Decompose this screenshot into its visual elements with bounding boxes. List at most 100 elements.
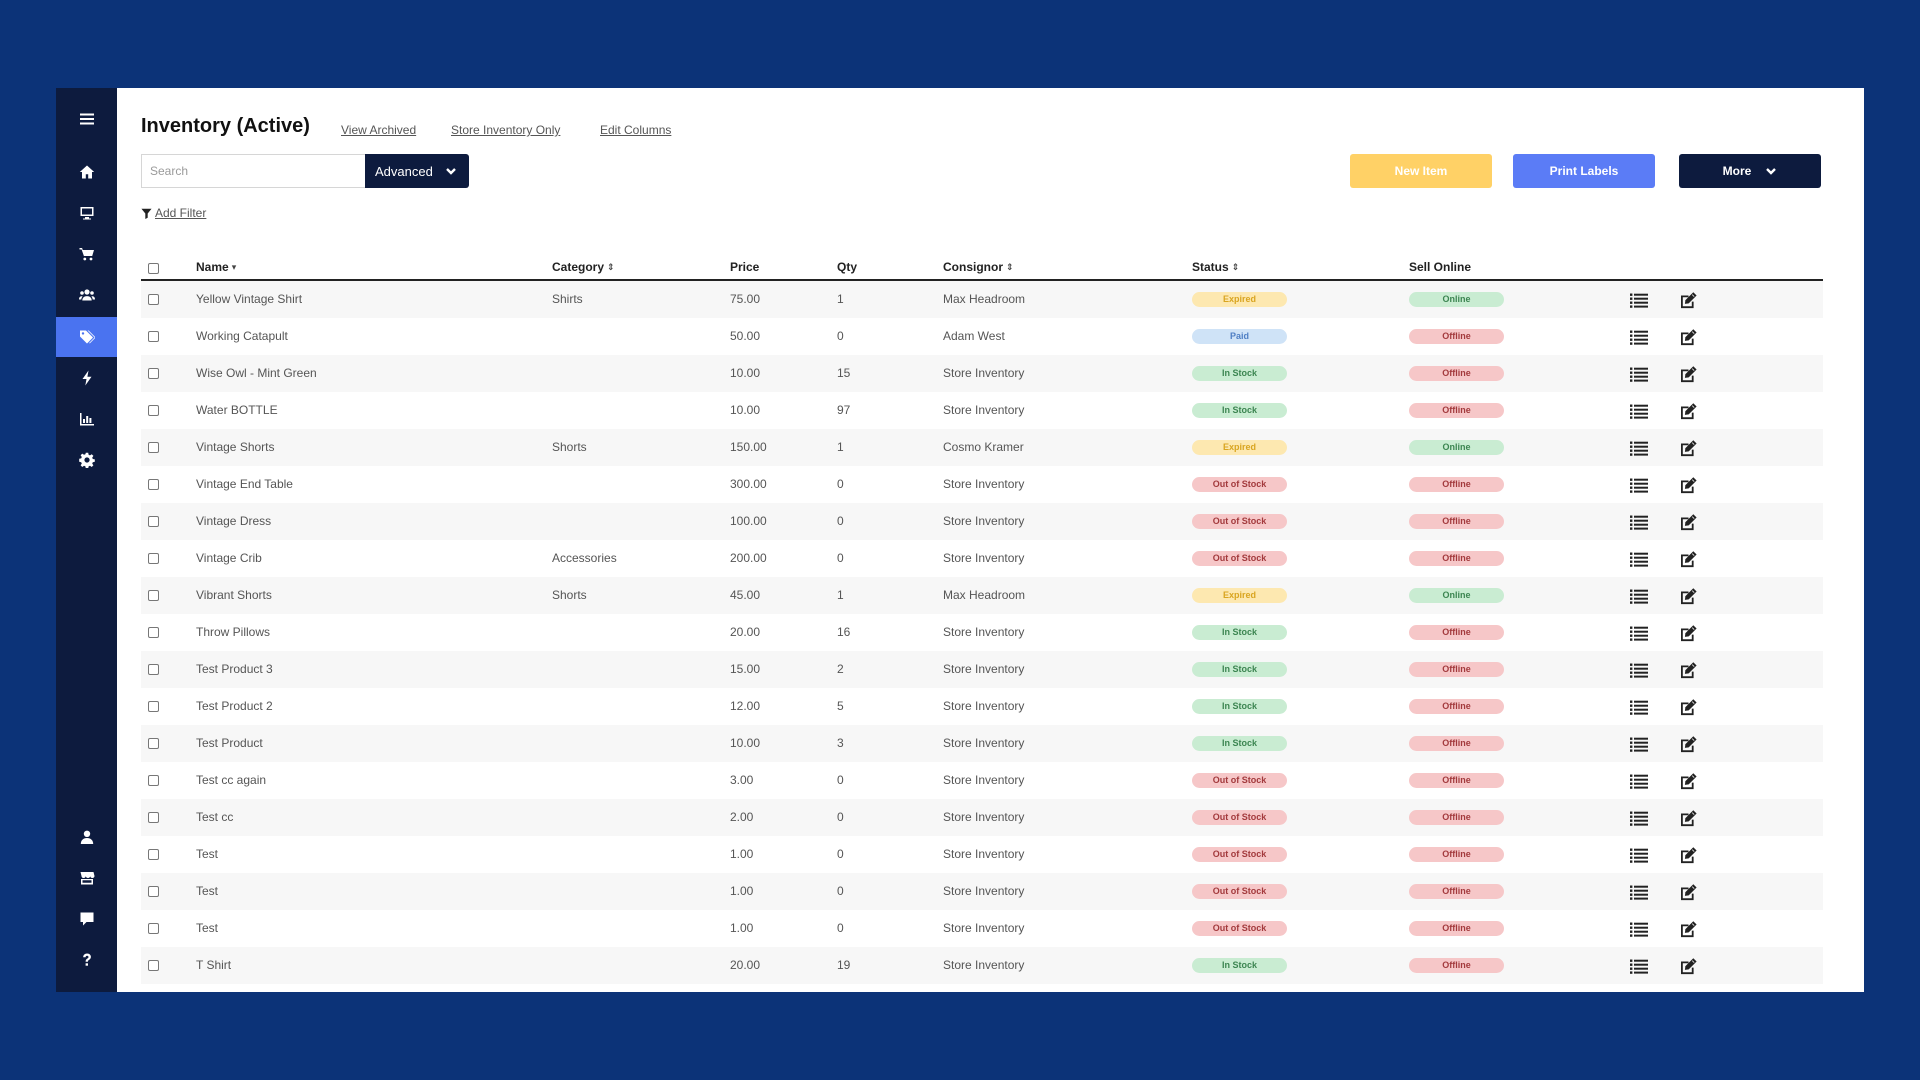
view-archived-link[interactable]: View Archived: [341, 123, 417, 137]
sidebar-item-messages[interactable]: [56, 899, 117, 939]
edit-icon[interactable]: [1678, 919, 1698, 939]
sell-online-badge[interactable]: Offline: [1409, 958, 1504, 973]
row-checkbox[interactable]: [148, 590, 159, 601]
sell-online-badge[interactable]: Offline: [1409, 921, 1504, 936]
sell-online-badge[interactable]: Online: [1409, 440, 1504, 455]
sell-online-badge[interactable]: Offline: [1409, 514, 1504, 529]
edit-icon[interactable]: [1678, 327, 1698, 347]
details-list-icon[interactable]: [1629, 697, 1649, 717]
details-list-icon[interactable]: [1629, 882, 1649, 902]
sell-online-badge[interactable]: Offline: [1409, 366, 1504, 381]
row-checkbox[interactable]: [148, 923, 159, 934]
sell-online-badge[interactable]: Offline: [1409, 736, 1504, 751]
sidebar-item-consignors[interactable]: [56, 275, 117, 315]
row-checkbox[interactable]: [148, 294, 159, 305]
row-checkbox[interactable]: [148, 479, 159, 490]
row-checkbox[interactable]: [148, 368, 159, 379]
details-list-icon[interactable]: [1629, 956, 1649, 976]
edit-columns-link[interactable]: Edit Columns: [600, 123, 672, 137]
sell-online-badge[interactable]: Offline: [1409, 403, 1504, 418]
details-list-icon[interactable]: [1629, 549, 1649, 569]
sell-online-badge[interactable]: Online: [1409, 588, 1504, 603]
row-checkbox[interactable]: [148, 701, 159, 712]
column-header-status[interactable]: Status ⇕: [1192, 260, 1239, 274]
sell-online-badge[interactable]: Offline: [1409, 810, 1504, 825]
store-inventory-only-link[interactable]: Store Inventory Only: [451, 123, 561, 137]
sell-online-badge[interactable]: Offline: [1409, 662, 1504, 677]
details-list-icon[interactable]: [1629, 660, 1649, 680]
row-checkbox[interactable]: [148, 849, 159, 860]
row-checkbox[interactable]: [148, 405, 159, 416]
edit-icon[interactable]: [1678, 882, 1698, 902]
sidebar-item-store[interactable]: [56, 858, 117, 898]
sell-online-badge[interactable]: Offline: [1409, 884, 1504, 899]
sell-online-badge[interactable]: Offline: [1409, 625, 1504, 640]
more-button[interactable]: More: [1679, 154, 1821, 188]
sidebar-item-settings[interactable]: [56, 440, 117, 480]
row-checkbox[interactable]: [148, 553, 159, 564]
sidebar-item-help[interactable]: [56, 940, 117, 980]
edit-icon[interactable]: [1678, 549, 1698, 569]
edit-icon[interactable]: [1678, 660, 1698, 680]
row-checkbox[interactable]: [148, 775, 159, 786]
row-checkbox[interactable]: [148, 442, 159, 453]
edit-icon[interactable]: [1678, 364, 1698, 384]
details-list-icon[interactable]: [1629, 586, 1649, 606]
column-header-consignor[interactable]: Consignor ⇕: [943, 260, 1014, 274]
sidebar-item-home[interactable]: [56, 152, 117, 192]
edit-icon[interactable]: [1678, 290, 1698, 310]
print-labels-button[interactable]: Print Labels: [1513, 154, 1655, 188]
sidebar-menu-toggle[interactable]: [56, 99, 117, 139]
column-header-category[interactable]: Category ⇕: [552, 260, 615, 274]
edit-icon[interactable]: [1678, 623, 1698, 643]
edit-icon[interactable]: [1678, 734, 1698, 754]
edit-icon[interactable]: [1678, 475, 1698, 495]
row-checkbox[interactable]: [148, 331, 159, 342]
sell-online-badge[interactable]: Offline: [1409, 699, 1504, 714]
row-checkbox[interactable]: [148, 627, 159, 638]
row-checkbox[interactable]: [148, 960, 159, 971]
row-checkbox[interactable]: [148, 664, 159, 675]
sell-online-badge[interactable]: Offline: [1409, 847, 1504, 862]
details-list-icon[interactable]: [1629, 623, 1649, 643]
sidebar-item-pos[interactable]: [56, 193, 117, 233]
sell-online-badge[interactable]: Offline: [1409, 551, 1504, 566]
sidebar-item-reports[interactable]: [56, 399, 117, 439]
details-list-icon[interactable]: [1629, 401, 1649, 421]
details-list-icon[interactable]: [1629, 475, 1649, 495]
row-checkbox[interactable]: [148, 886, 159, 897]
details-list-icon[interactable]: [1629, 327, 1649, 347]
new-item-button[interactable]: New Item: [1350, 154, 1492, 188]
details-list-icon[interactable]: [1629, 512, 1649, 532]
edit-icon[interactable]: [1678, 845, 1698, 865]
details-list-icon[interactable]: [1629, 771, 1649, 791]
details-list-icon[interactable]: [1629, 438, 1649, 458]
row-checkbox[interactable]: [148, 516, 159, 527]
edit-icon[interactable]: [1678, 586, 1698, 606]
row-checkbox[interactable]: [148, 738, 159, 749]
details-list-icon[interactable]: [1629, 734, 1649, 754]
sell-online-badge[interactable]: Offline: [1409, 773, 1504, 788]
details-list-icon[interactable]: [1629, 364, 1649, 384]
details-list-icon[interactable]: [1629, 290, 1649, 310]
edit-icon[interactable]: [1678, 401, 1698, 421]
edit-icon[interactable]: [1678, 512, 1698, 532]
details-list-icon[interactable]: [1629, 808, 1649, 828]
sidebar-item-sales[interactable]: [56, 234, 117, 274]
edit-icon[interactable]: [1678, 438, 1698, 458]
column-header-name[interactable]: Name ▾: [196, 260, 236, 274]
edit-icon[interactable]: [1678, 697, 1698, 717]
sidebar-item-inventory[interactable]: [56, 317, 117, 357]
search-input[interactable]: [141, 154, 365, 188]
sidebar-item-automations[interactable]: [56, 358, 117, 398]
sell-online-badge[interactable]: Offline: [1409, 329, 1504, 344]
edit-icon[interactable]: [1678, 771, 1698, 791]
edit-icon[interactable]: [1678, 956, 1698, 976]
add-filter-link[interactable]: Add Filter: [141, 206, 206, 220]
sell-online-badge[interactable]: Offline: [1409, 477, 1504, 492]
edit-icon[interactable]: [1678, 808, 1698, 828]
sell-online-badge[interactable]: Online: [1409, 292, 1504, 307]
select-all-checkbox[interactable]: [148, 263, 159, 274]
sidebar-item-account[interactable]: [56, 817, 117, 857]
row-checkbox[interactable]: [148, 812, 159, 823]
